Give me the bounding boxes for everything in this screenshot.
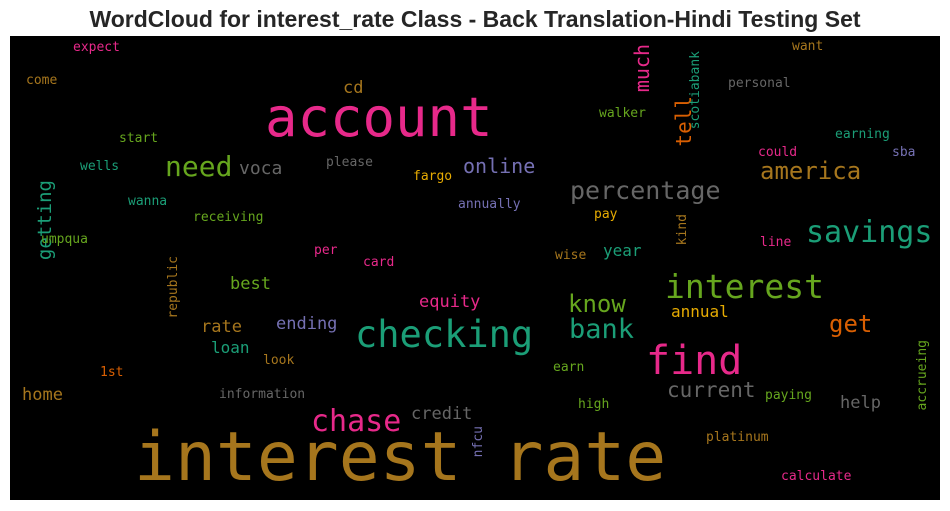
word-umpqua: umpqua: [41, 232, 88, 247]
word-platinum: platinum: [706, 430, 769, 445]
word-accrueing: accrueing: [915, 340, 930, 411]
word-get: get: [829, 310, 873, 338]
word-want: want: [792, 39, 824, 54]
word-high: high: [578, 397, 610, 412]
word-getting: getting: [34, 180, 56, 261]
word-kind: kind: [675, 214, 690, 246]
word-find: find: [646, 338, 743, 384]
word-look: look: [263, 353, 295, 368]
word-savings: savings: [806, 215, 933, 250]
word-much: much: [630, 44, 654, 93]
word-pay: pay: [594, 207, 618, 222]
word-paying: paying: [765, 388, 812, 403]
word-line: line: [760, 235, 792, 250]
word-home: home: [22, 385, 63, 405]
word-scotiabank: scotiabank: [688, 51, 703, 130]
word-please: please: [326, 155, 373, 170]
word-year: year: [603, 241, 642, 260]
word-per: per: [314, 243, 338, 258]
word-online: online: [463, 154, 536, 178]
word-interest-rate: interest rate: [134, 418, 667, 497]
word-help: help: [840, 393, 881, 413]
word-know: know: [568, 290, 626, 318]
word-equity: equity: [419, 292, 481, 312]
word-nfcu: nfcu: [471, 426, 486, 458]
word-bank: bank: [569, 314, 635, 345]
word-annually: annually: [458, 197, 521, 212]
word-sba: sba: [892, 145, 916, 160]
word-credit: credit: [411, 404, 473, 424]
word-wise: wise: [555, 248, 587, 263]
word-best: best: [230, 274, 271, 294]
word-walker: walker: [599, 106, 646, 121]
word-america: america: [760, 157, 862, 185]
word-percentage: percentage: [570, 176, 721, 205]
word-calculate: calculate: [781, 469, 852, 484]
word-personal: personal: [728, 76, 791, 91]
word-voca: voca: [239, 158, 283, 179]
word-interest: interest: [665, 267, 824, 306]
word-start: start: [119, 131, 159, 146]
word-loan: loan: [211, 338, 250, 357]
word-wanna: wanna: [128, 194, 168, 209]
word-1st: 1st: [100, 365, 124, 380]
word-current: current: [667, 378, 756, 402]
word-wells: wells: [80, 159, 120, 174]
word-cloud-canvas: interest rate account checking find interest…: [10, 36, 940, 500]
word-earning: earning: [835, 127, 890, 142]
word-account: account: [265, 86, 493, 149]
word-ending: ending: [276, 314, 338, 334]
word-expect: expect: [73, 40, 120, 55]
word-card: card: [363, 255, 395, 270]
word-earn: earn: [553, 360, 585, 375]
word-fargo: fargo: [413, 169, 453, 184]
word-could: could: [758, 145, 798, 160]
word-chase: chase: [311, 404, 402, 439]
word-cd: cd: [343, 78, 364, 98]
word-annual: annual: [671, 302, 729, 321]
word-republic: republic: [166, 256, 181, 319]
word-checking: checking: [355, 313, 534, 356]
word-need: need: [165, 150, 233, 183]
word-rate: rate: [201, 317, 242, 337]
word-information: information: [219, 387, 306, 402]
figure-title: WordCloud for interest_rate Class - Back…: [89, 6, 861, 32]
word-come: come: [26, 73, 58, 88]
word-receiving: receiving: [193, 210, 264, 225]
